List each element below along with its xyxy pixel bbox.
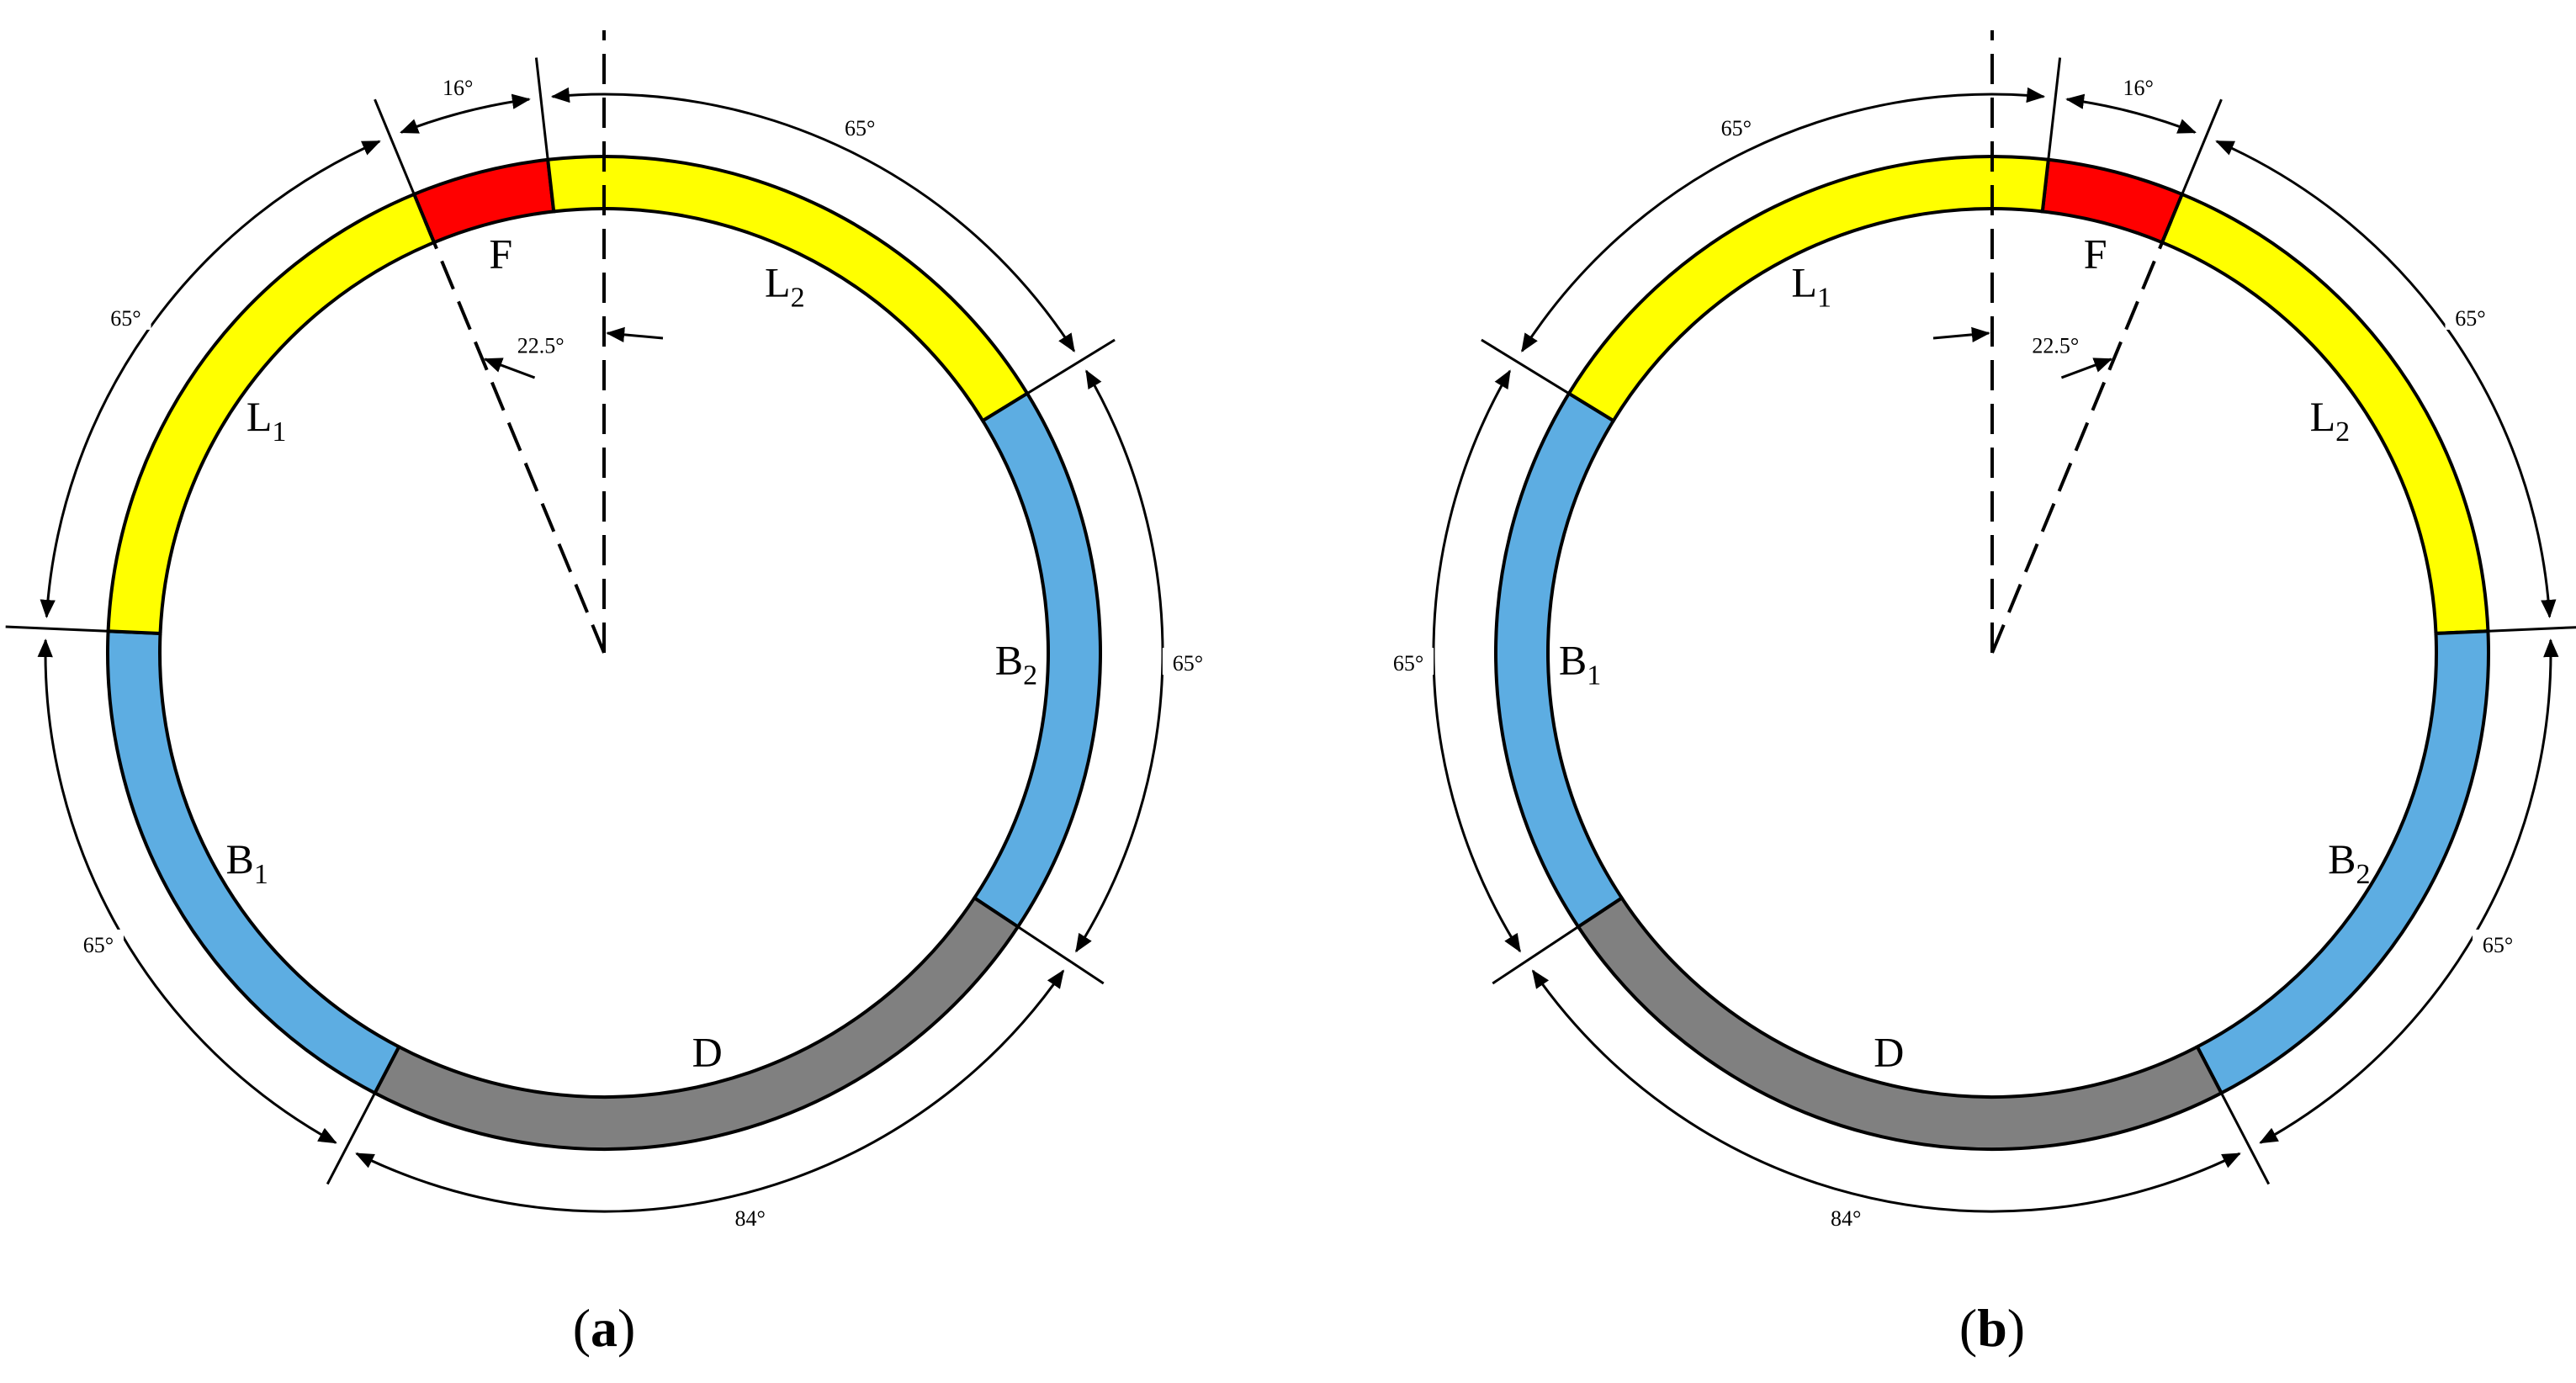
boundary-tick <box>988 906 1105 985</box>
dimension-arc <box>1520 87 2046 352</box>
segment-label-B1: B1 <box>225 835 268 890</box>
boundary-tick <box>2043 57 2062 195</box>
dimension-label-bg <box>2445 302 2496 330</box>
dimension-label-bg <box>835 113 886 140</box>
segment-F <box>2040 157 2185 245</box>
dimension-arc <box>2215 140 2557 618</box>
reference-angle-label: 22.5° <box>517 333 564 358</box>
dimension-arc <box>550 87 1076 352</box>
dimension-arc <box>2065 93 2197 134</box>
boundary-tick <box>996 338 1116 413</box>
segment-label-B2: B2 <box>995 637 1037 692</box>
boundary-tick <box>1481 338 1600 413</box>
dimension-label: 65° <box>2483 933 2513 957</box>
segment-label-F: F <box>489 231 512 278</box>
reference-ray-line <box>1990 209 2177 654</box>
segment-label-L1: L1 <box>1791 259 1831 314</box>
dimension-label-bg <box>724 1202 776 1230</box>
dimension-label: 84° <box>1831 1206 1861 1231</box>
boundary-tick <box>5 625 144 634</box>
ring-diagram-b: 22.5° 16° 65° 65° 84° 65° 65° F L2 B2 D B1 L1 (b) <box>1383 30 2576 1358</box>
segment-label-D: D <box>1874 1028 1904 1075</box>
caption-b: (b) <box>1959 1298 2025 1358</box>
segment-label-L1: L1 <box>246 393 287 448</box>
dimension-label-bg <box>2112 72 2164 100</box>
dimension-arc <box>1531 969 2241 1213</box>
dimension-label: 65° <box>845 116 875 140</box>
segment-label-D: D <box>692 1028 723 1075</box>
segment-label-L2: L2 <box>765 259 805 314</box>
dimension-label-bg <box>1710 113 1762 140</box>
reference-ray-line <box>419 209 606 654</box>
dimension-label-bg <box>1162 648 1213 676</box>
boundary-tick <box>2452 626 2576 634</box>
segment-labels: F L2 B2 D B1 L1 <box>225 231 1037 1076</box>
center-guides: 22.5° <box>1932 30 2177 654</box>
segment-label-F: F <box>2084 231 2107 278</box>
dimension-arc <box>355 969 1065 1213</box>
dimension-label: 65° <box>1721 116 1752 140</box>
boundary-tick <box>374 98 429 228</box>
dimension-label: 65° <box>110 306 140 331</box>
dimension-label: 65° <box>83 933 114 957</box>
angle-arrow-ray <box>2060 358 2113 379</box>
dimension-label-bg <box>432 72 484 100</box>
dimension-label-bg <box>100 302 151 330</box>
boundary-tick <box>534 57 554 195</box>
segment-label-B2: B2 <box>2328 835 2370 890</box>
dimension-label: 16° <box>2123 76 2154 100</box>
boundary-tick <box>2167 98 2223 228</box>
angle-arrow-ray <box>483 358 536 379</box>
segment-label-B1: B1 <box>1559 637 1601 692</box>
angle-dimensions: 16° 65° 65° 84° 65° 65° <box>5 57 1213 1231</box>
reference-angle-label: 22.5° <box>2032 333 2079 358</box>
caption-a: (a) <box>573 1298 636 1358</box>
dimension-label-bg <box>1383 648 1434 676</box>
angle-dimensions: 16° 65° 65° 84° 65° 65° <box>1383 57 2576 1231</box>
dimension-label: 84° <box>735 1206 766 1231</box>
angle-arrow-axis <box>606 326 664 342</box>
dimension-label: 16° <box>443 76 473 100</box>
dimension-label-bg <box>2473 930 2524 956</box>
dimension-label-bg <box>72 930 124 956</box>
segment-labels: F L2 B2 D B1 L1 <box>1559 231 2371 1076</box>
boundary-tick <box>1492 906 1609 985</box>
segment-label-L2: L2 <box>2310 393 2351 448</box>
ring-diagram-a: 22.5° 16° 65° 65° 84° 65° 65° F L2 B2 D B1 L1 (a) <box>5 30 1213 1358</box>
dimension-label: 65° <box>2455 306 2485 331</box>
segment-B2 <box>972 390 1102 930</box>
dimension-label-bg <box>1821 1202 1872 1230</box>
segment-F <box>411 157 556 245</box>
dimension-arc <box>400 93 531 134</box>
dimension-arc <box>40 140 381 618</box>
center-guides: 22.5° <box>419 30 664 654</box>
dimension-label: 65° <box>1173 651 1203 676</box>
angle-arrow-axis <box>1932 326 1990 342</box>
dimension-label: 65° <box>1393 651 1423 676</box>
